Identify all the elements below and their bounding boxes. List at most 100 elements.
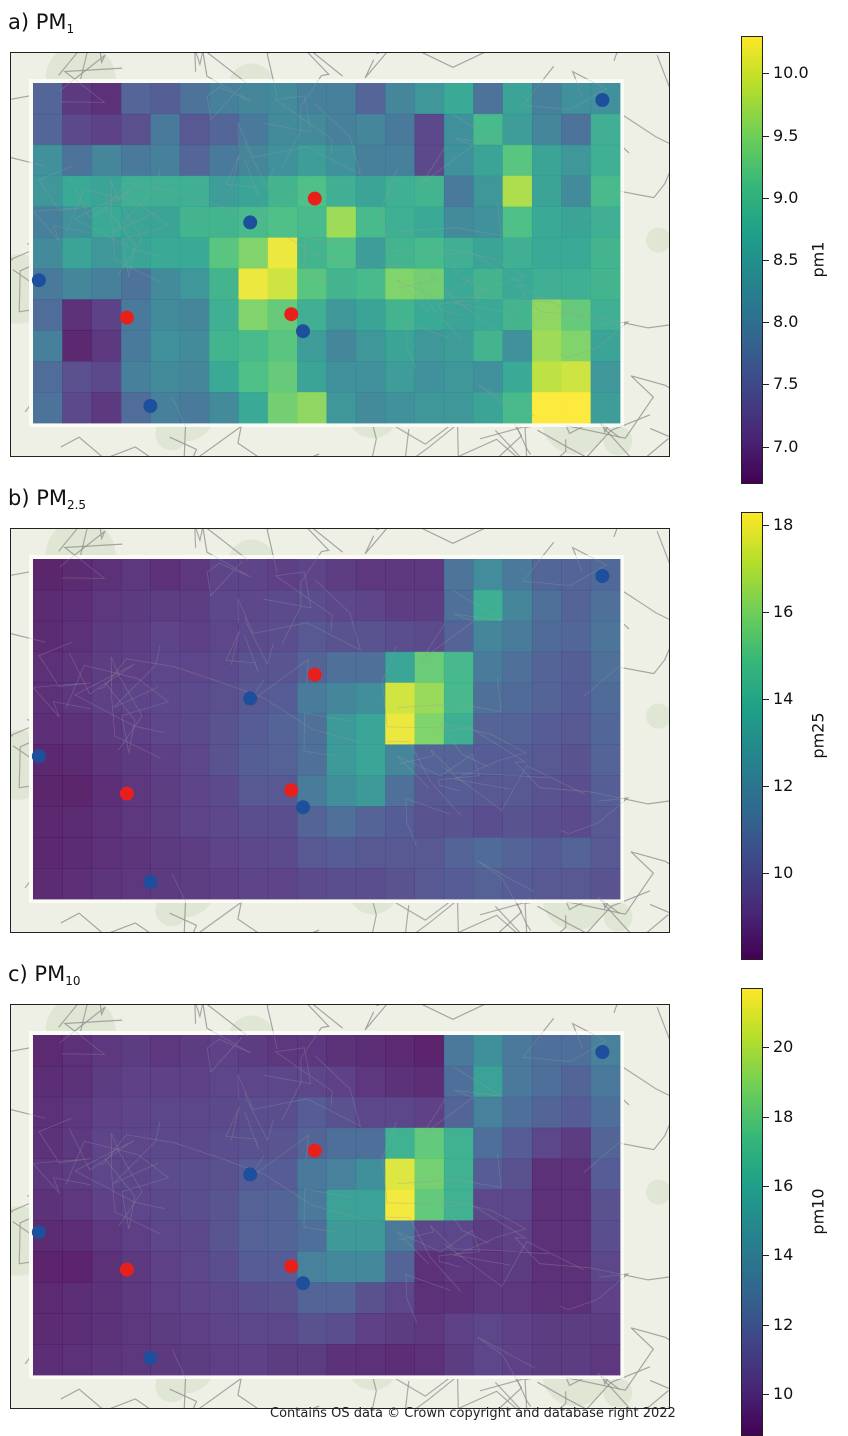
map-pm25[interactable]: [10, 528, 670, 933]
grid-cell: [531, 1282, 562, 1314]
grid-cell: [297, 1313, 327, 1345]
grid-cell: [502, 175, 533, 208]
colorbar-tick-mark: [763, 322, 769, 324]
grid-cell: [297, 1220, 327, 1252]
grid-cell: [502, 1189, 533, 1221]
grid-cell: [238, 589, 269, 622]
grid-cell: [209, 1189, 239, 1221]
basemap-road: [656, 54, 669, 88]
sensor-marker-red[interactable]: [119, 786, 134, 801]
sensor-marker-blue[interactable]: [595, 1045, 610, 1059]
sensor-marker-blue[interactable]: [595, 569, 610, 583]
grid-cell: [150, 1127, 181, 1160]
grid-cell: [267, 589, 298, 622]
grid-cell: [150, 113, 181, 146]
map-pm10[interactable]: [10, 1004, 670, 1409]
grid-cell: [355, 83, 386, 115]
sensor-marker-blue[interactable]: [296, 800, 311, 815]
grid-cell: [531, 744, 562, 776]
sensor-marker-blue[interactable]: [143, 1351, 158, 1365]
grid-cell: [473, 837, 503, 869]
grid-cell: [473, 1220, 503, 1252]
grid-cell: [238, 620, 269, 653]
grid-cell: [590, 1158, 621, 1190]
sensor-marker-blue[interactable]: [296, 1276, 311, 1291]
basemap-road: [479, 425, 567, 456]
grid-cell: [62, 83, 93, 115]
grid-cell: [62, 1313, 93, 1345]
sensor-marker-red[interactable]: [307, 1143, 322, 1158]
grid-cell: [179, 1127, 210, 1160]
grid-cell: [414, 1127, 445, 1160]
grid-cell: [33, 1065, 63, 1098]
grid-cell: [238, 806, 269, 838]
overlay-road: [281, 53, 343, 169]
sensor-marker-blue[interactable]: [31, 273, 46, 288]
grid-cell: [209, 559, 239, 591]
grid-cell: [590, 1313, 621, 1345]
grid-cell: [385, 1158, 415, 1190]
sensor-marker-blue[interactable]: [31, 749, 46, 764]
overlay-road: [248, 658, 310, 703]
overlay-road: [245, 1092, 274, 1142]
sensor-marker-red[interactable]: [307, 191, 322, 206]
basemap-green-area: [603, 902, 633, 932]
grid-cell: [590, 1189, 621, 1221]
grid-cell: [238, 330, 269, 362]
sensor-marker-red[interactable]: [119, 1262, 134, 1277]
grid-cell: [179, 1035, 210, 1067]
map-pm1[interactable]: [10, 52, 670, 457]
grid-cell: [414, 361, 445, 393]
grid-cell: [297, 1035, 327, 1067]
sensor-marker-blue[interactable]: [243, 215, 258, 230]
grid-cell: [179, 83, 210, 115]
overlay-road: [61, 543, 123, 579]
grid-cell: [385, 1096, 415, 1129]
grid-cell: [473, 589, 503, 622]
grid-cell: [414, 113, 445, 146]
sensor-marker-red[interactable]: [284, 1259, 299, 1274]
sensor-marker-blue[interactable]: [31, 1225, 46, 1240]
sensor-marker-red[interactable]: [284, 783, 299, 798]
overlay-road: [597, 420, 669, 456]
basemap-road: [60, 912, 103, 932]
sensor-marker-blue[interactable]: [243, 1167, 258, 1182]
panel-title-subscript: 2.5: [66, 498, 87, 512]
grid-cell: [238, 237, 269, 269]
basemap-road: [109, 436, 198, 456]
grid-cell: [561, 206, 592, 238]
panel-title-main: c) PM: [8, 962, 66, 986]
grid-cell: [414, 1096, 445, 1129]
sensor-marker-red[interactable]: [307, 667, 322, 682]
grid-cell: [62, 713, 93, 745]
grid-cell: [414, 1313, 445, 1345]
colorbar-label-pm10: pm10: [808, 1188, 828, 1235]
sensor-marker-blue[interactable]: [595, 93, 610, 107]
grid-cell: [209, 837, 239, 869]
grid-cell: [531, 330, 562, 362]
overlay-road: [110, 912, 197, 932]
overlay-road: [110, 1388, 197, 1408]
grid-cell: [414, 330, 445, 362]
overlay-road: [439, 246, 527, 314]
grid-cell: [414, 837, 445, 869]
grid-cell: [33, 1035, 63, 1067]
overlay-road: [421, 1065, 503, 1137]
sensor-marker-blue[interactable]: [143, 875, 158, 889]
sensor-marker-blue[interactable]: [243, 691, 258, 706]
sensor-marker-red[interactable]: [119, 310, 134, 325]
grid-cell: [443, 1065, 474, 1098]
sensor-marker-red[interactable]: [284, 307, 299, 322]
overlay-road: [68, 652, 165, 733]
grid-cell: [238, 144, 269, 177]
colorbar-axis: 10 12 14 16 18: [763, 512, 843, 960]
grid-cell: [443, 1313, 474, 1345]
grid-cell: [385, 1127, 415, 1160]
basemap-road: [479, 901, 567, 932]
overlay-road: [560, 1273, 629, 1311]
sensor-marker-blue[interactable]: [143, 399, 158, 413]
overlay-road: [364, 53, 485, 79]
sensor-marker-blue[interactable]: [296, 324, 311, 339]
grid-cell: [267, 175, 298, 208]
grid-cell: [33, 206, 63, 238]
